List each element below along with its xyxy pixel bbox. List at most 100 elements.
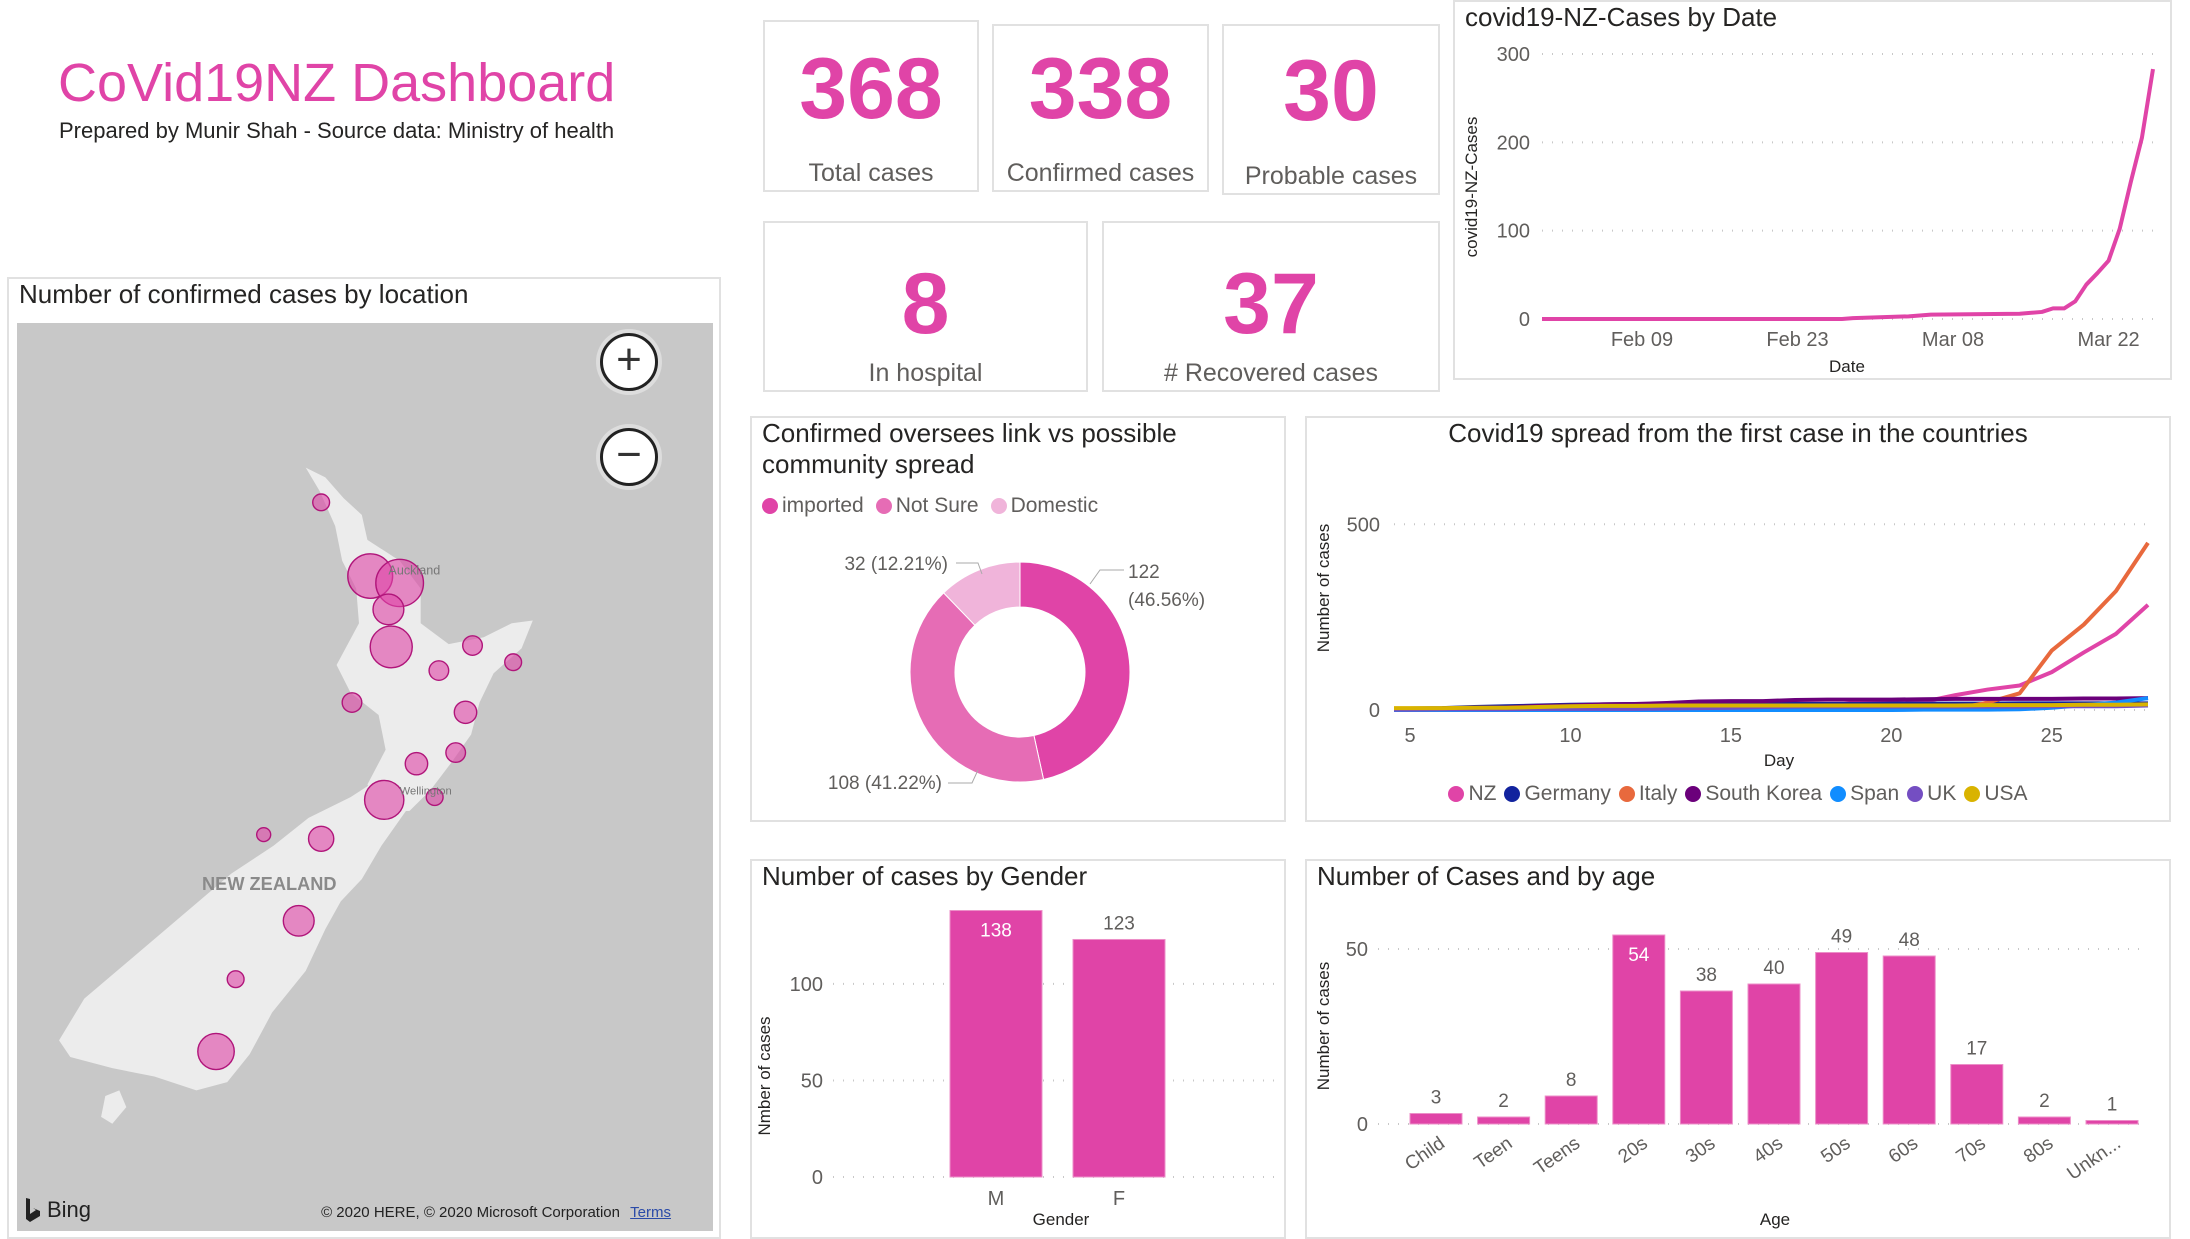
x-tick-label: 5 bbox=[1404, 725, 1415, 747]
kpi-probable-cases[interactable]: 30 Probable cases bbox=[1222, 24, 1440, 195]
kpi-in-hospital[interactable]: 8 In hospital bbox=[763, 221, 1088, 392]
x-tick-label: 70s bbox=[1953, 1133, 1990, 1168]
bar-data-label: 54 bbox=[1628, 945, 1650, 966]
kpi-recovered-cases[interactable]: 37 # Recovered cases bbox=[1102, 221, 1440, 392]
kpi-confirmed-cases[interactable]: 338 Confirmed cases bbox=[992, 24, 1209, 192]
case-bubble bbox=[463, 636, 483, 655]
kpi-total-cases[interactable]: 368 Total cases bbox=[763, 20, 979, 192]
map-copyright: © 2020 HERE, © 2020 Microsoft Corporatio… bbox=[321, 1204, 620, 1221]
kpi-label: In hospital bbox=[765, 359, 1086, 388]
legend-item[interactable]: NZ bbox=[1448, 782, 1496, 806]
x-tick-label: F bbox=[1113, 1188, 1125, 1210]
bar-data-label: 17 bbox=[1966, 1039, 1987, 1060]
y-tick-label: 100 bbox=[1497, 221, 1530, 243]
legend-label: South Korea bbox=[1705, 782, 1822, 806]
x-tick-label: Mar 22 bbox=[2077, 329, 2139, 351]
map-terms-link[interactable]: Terms bbox=[630, 1204, 671, 1221]
data-label: 32 (12.21%) bbox=[844, 554, 948, 575]
case-bubble bbox=[365, 780, 404, 819]
legend-dot-icon bbox=[1907, 786, 1923, 802]
x-tick-label: Feb 23 bbox=[1766, 329, 1828, 351]
legend-dot-icon bbox=[1448, 786, 1464, 802]
dashboard-subtitle: Prepared by Munir Shah - Source data: Mi… bbox=[59, 118, 614, 144]
bar-data-label: 138 bbox=[980, 921, 1012, 942]
bar-80s bbox=[2018, 1117, 2070, 1124]
case-bubble bbox=[405, 753, 427, 775]
bar-data-label: 49 bbox=[1831, 927, 1852, 948]
kpi-value: 30 bbox=[1224, 46, 1438, 136]
x-tick-label: Mar 08 bbox=[1922, 329, 1984, 351]
data-label: (46.56%) bbox=[1128, 590, 1205, 611]
legend-label: UK bbox=[1927, 782, 1956, 806]
legend-dot-icon bbox=[1830, 786, 1846, 802]
zoom-out-button[interactable]: − bbox=[600, 428, 658, 486]
x-tick-label: 25 bbox=[2041, 725, 2063, 747]
y-tick-label: 0 bbox=[812, 1167, 823, 1189]
bar-30s bbox=[1680, 991, 1732, 1124]
map-label-auckland: Auckland bbox=[388, 564, 440, 578]
bar-data-label: 38 bbox=[1696, 965, 1717, 986]
y-tick-label: 0 bbox=[1369, 700, 1380, 722]
source-donut-panel: Confirmed oversees link vs possible comm… bbox=[750, 416, 1286, 822]
bar-data-label: 3 bbox=[1431, 1088, 1442, 1109]
legend-item[interactable]: Span bbox=[1830, 782, 1899, 806]
x-tick-label: 40s bbox=[1750, 1133, 1787, 1168]
bar-f bbox=[1073, 939, 1165, 1177]
map-label-country: NEW ZEALAND bbox=[202, 874, 336, 894]
x-axis-label: Gender bbox=[1033, 1210, 1090, 1229]
case-bubble bbox=[446, 743, 466, 762]
legend-item[interactable]: South Korea bbox=[1685, 782, 1822, 806]
legend-dot-icon bbox=[1619, 786, 1635, 802]
legend-dot-icon bbox=[1504, 786, 1520, 802]
map-label-wellington: Wellington bbox=[400, 785, 452, 797]
kpi-value: 368 bbox=[765, 44, 977, 134]
y-tick-label: 200 bbox=[1497, 132, 1530, 154]
series-line-nz bbox=[1394, 605, 2148, 710]
x-axis-label: Age bbox=[1760, 1210, 1790, 1229]
legend-item[interactable]: Italy bbox=[1619, 782, 1678, 806]
x-tick-label: 60s bbox=[1885, 1133, 1922, 1168]
source-donut-chart[interactable]: 122(46.56%)108 (41.22%)32 (12.21%) bbox=[752, 418, 1284, 820]
bar-data-label: 1 bbox=[2107, 1095, 2118, 1116]
y-tick-label: 0 bbox=[1519, 309, 1530, 331]
kpi-label: Probable cases bbox=[1224, 162, 1438, 191]
bing-brand-text: Bing bbox=[47, 1197, 91, 1223]
dashboard-title: CoVid19NZ Dashboard bbox=[58, 52, 615, 114]
x-tick-label: M bbox=[988, 1188, 1005, 1210]
x-tick-label: Teens bbox=[1530, 1133, 1584, 1179]
series-line-italy bbox=[1394, 543, 2148, 709]
map-title: Number of confirmed cases by location bbox=[19, 279, 468, 310]
legend-item[interactable]: UK bbox=[1907, 782, 1956, 806]
case-bubble bbox=[313, 494, 330, 511]
bar-data-label: 2 bbox=[1498, 1091, 1509, 1112]
kpi-label: Total cases bbox=[765, 159, 977, 188]
legend-item[interactable]: USA bbox=[1964, 782, 2027, 806]
legend-label: Span bbox=[1850, 782, 1899, 806]
bar-data-label: 8 bbox=[1566, 1070, 1577, 1091]
bing-logo: Bing bbox=[25, 1197, 91, 1223]
case-bubble bbox=[342, 693, 362, 712]
x-tick-label: 10 bbox=[1559, 725, 1581, 747]
kpi-value: 338 bbox=[994, 44, 1207, 134]
bar-60s bbox=[1883, 956, 1935, 1124]
bar-50s bbox=[1816, 953, 1868, 1125]
bing-icon bbox=[25, 1197, 41, 1223]
bar-data-label: 48 bbox=[1899, 930, 1920, 951]
x-tick-label: Child bbox=[1401, 1133, 1449, 1175]
x-tick-label: Unkn... bbox=[2064, 1133, 2125, 1185]
age-bar-chart[interactable]: 0503Child2Teen8Teens5420s3830s4040s4950s… bbox=[1307, 861, 2169, 1237]
map-canvas[interactable]: Auckland Wellington NEW ZEALAND + − Bing… bbox=[17, 323, 713, 1231]
legend-label: USA bbox=[1984, 782, 2027, 806]
bar-data-label: 123 bbox=[1103, 913, 1135, 934]
y-tick-label: 50 bbox=[1346, 939, 1368, 961]
x-axis-label: Date bbox=[1829, 357, 1865, 376]
zoom-in-button[interactable]: + bbox=[600, 333, 658, 391]
y-tick-label: 100 bbox=[790, 974, 823, 996]
case-bubble bbox=[257, 828, 271, 842]
case-bubble bbox=[227, 971, 244, 988]
legend-item[interactable]: Germany bbox=[1504, 782, 1610, 806]
